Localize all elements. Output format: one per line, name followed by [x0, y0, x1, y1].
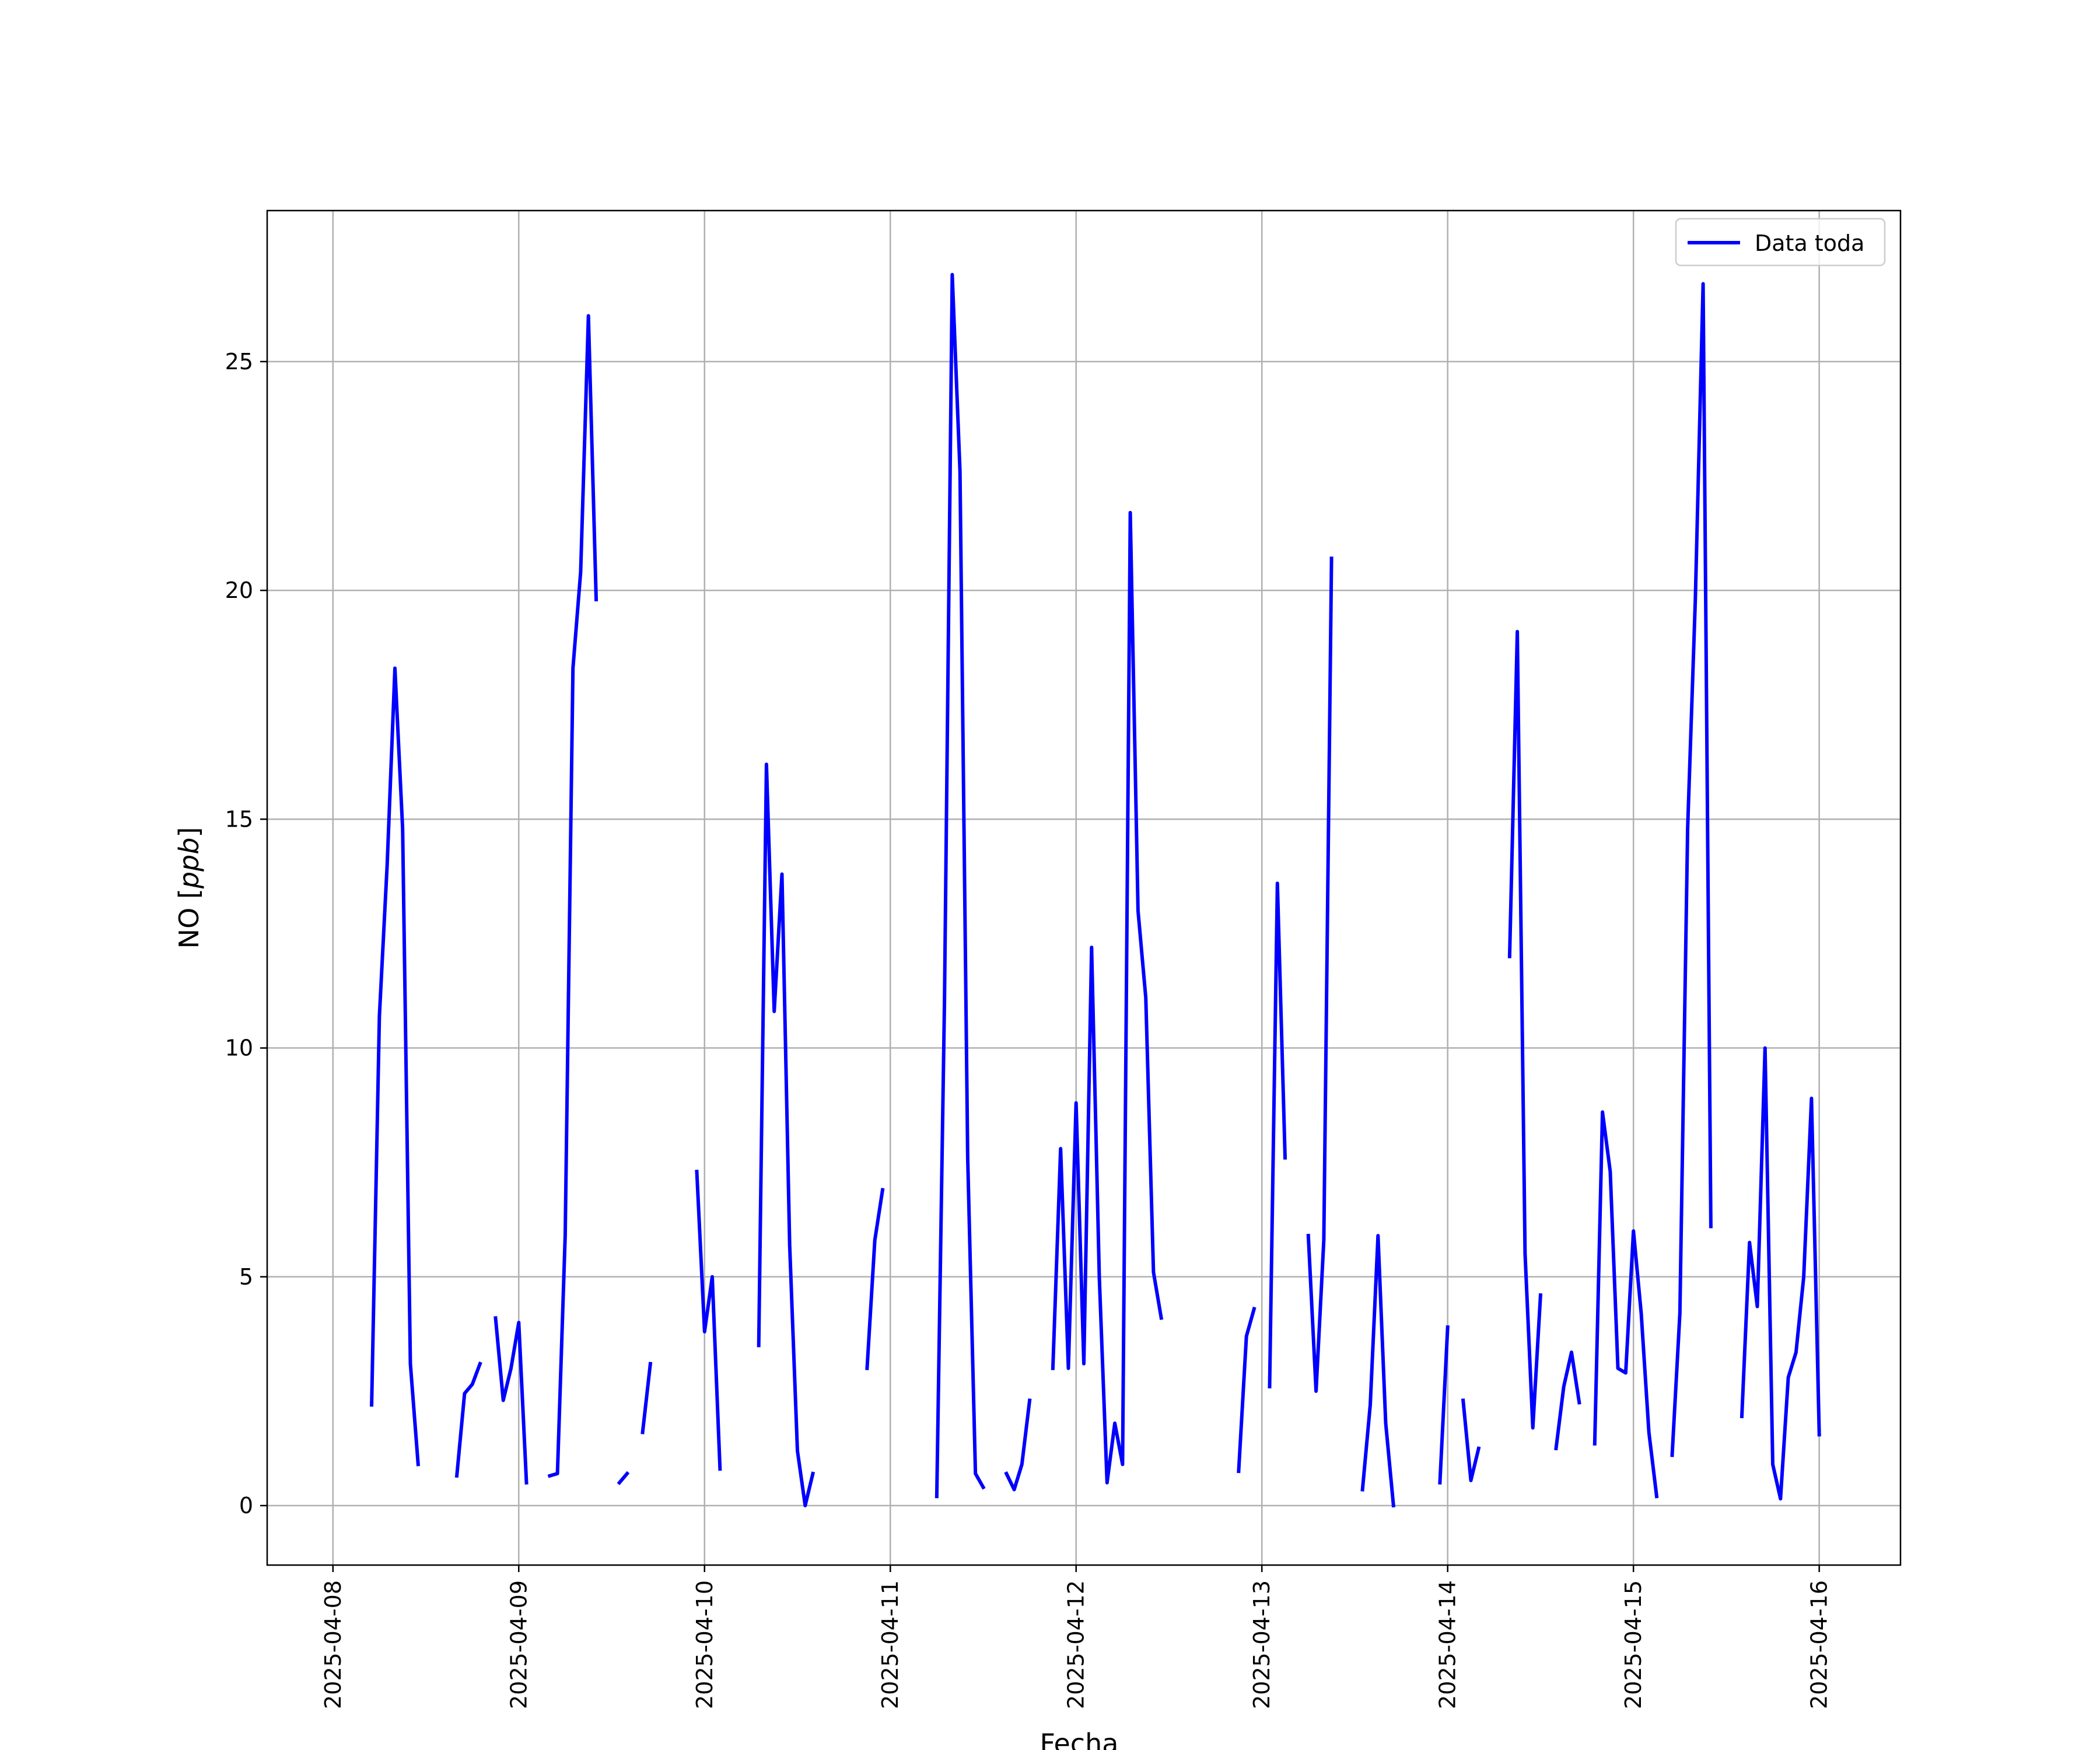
series-line-segment [494, 1316, 528, 1485]
x-axis: 2025-04-08 2025-04-09 2025-04-10 2025-04-11… [320, 1565, 1832, 1709]
legend: Data toda [1675, 218, 1886, 267]
series-line-segment [1051, 510, 1164, 1485]
series-line-segment [640, 1362, 653, 1434]
x-tick-label: 2025-04-12 [1063, 1580, 1089, 1709]
plot-frame [266, 209, 1902, 1566]
legend-box [1675, 218, 1886, 267]
series-line-segment [1670, 282, 1713, 1457]
x-tick-label: 2025-04-11 [877, 1580, 903, 1709]
x-tick-label: 2025-04-09 [506, 1580, 531, 1709]
y-axis-title-close: ] [173, 827, 205, 838]
y-tick-label: 20 [225, 578, 253, 603]
x-tick-label: 2025-04-14 [1435, 1580, 1461, 1709]
series-line-segment [1306, 556, 1334, 1393]
series-line-segment [1438, 1325, 1450, 1485]
y-axis-title-text: NO [ [173, 888, 205, 949]
y-tick-label: 0 [239, 1493, 253, 1518]
series-line-segment [617, 1471, 630, 1486]
series-line-segment [757, 762, 816, 1507]
x-tick-label: 2025-04-16 [1807, 1580, 1832, 1709]
series-line-segment [935, 272, 986, 1499]
series-line-segment [1268, 881, 1287, 1389]
series-line-segment [547, 314, 598, 1478]
legend-label: Data toda [1755, 230, 1864, 256]
x-tick-label: 2025-04-13 [1249, 1580, 1275, 1709]
y-tick-label: 5 [239, 1264, 253, 1290]
y-tick-label: 10 [225, 1035, 253, 1061]
series-line-segment [1004, 1398, 1032, 1492]
y-axis-title-unit: ppb [173, 838, 205, 890]
series-line-segment [695, 1170, 722, 1471]
series-layer [370, 272, 1821, 1508]
x-tick-label: 2025-04-08 [320, 1580, 346, 1709]
series-line-segment [1461, 1398, 1481, 1482]
series-line-segment [865, 1188, 885, 1370]
y-axis: 0 5 10 15 20 25 [225, 349, 267, 1518]
series-line-segment [370, 666, 421, 1466]
series-line-segment [1237, 1307, 1256, 1474]
series-line-segment [1592, 1110, 1659, 1499]
series-line-segment [1360, 1234, 1396, 1508]
x-tick-label: 2025-04-10 [692, 1580, 718, 1709]
y-axis-title: NO [ppb] [173, 827, 205, 949]
x-tick-label: 2025-04-15 [1620, 1580, 1646, 1709]
series-line-segment [1554, 1350, 1581, 1451]
x-axis-title: Fecha [1040, 1728, 1119, 1750]
series-line-segment [1507, 629, 1543, 1430]
y-tick-label: 15 [225, 806, 253, 832]
series-line-segment [1740, 1046, 1821, 1501]
series-line-segment [454, 1361, 482, 1478]
y-tick-label: 25 [225, 349, 253, 374]
